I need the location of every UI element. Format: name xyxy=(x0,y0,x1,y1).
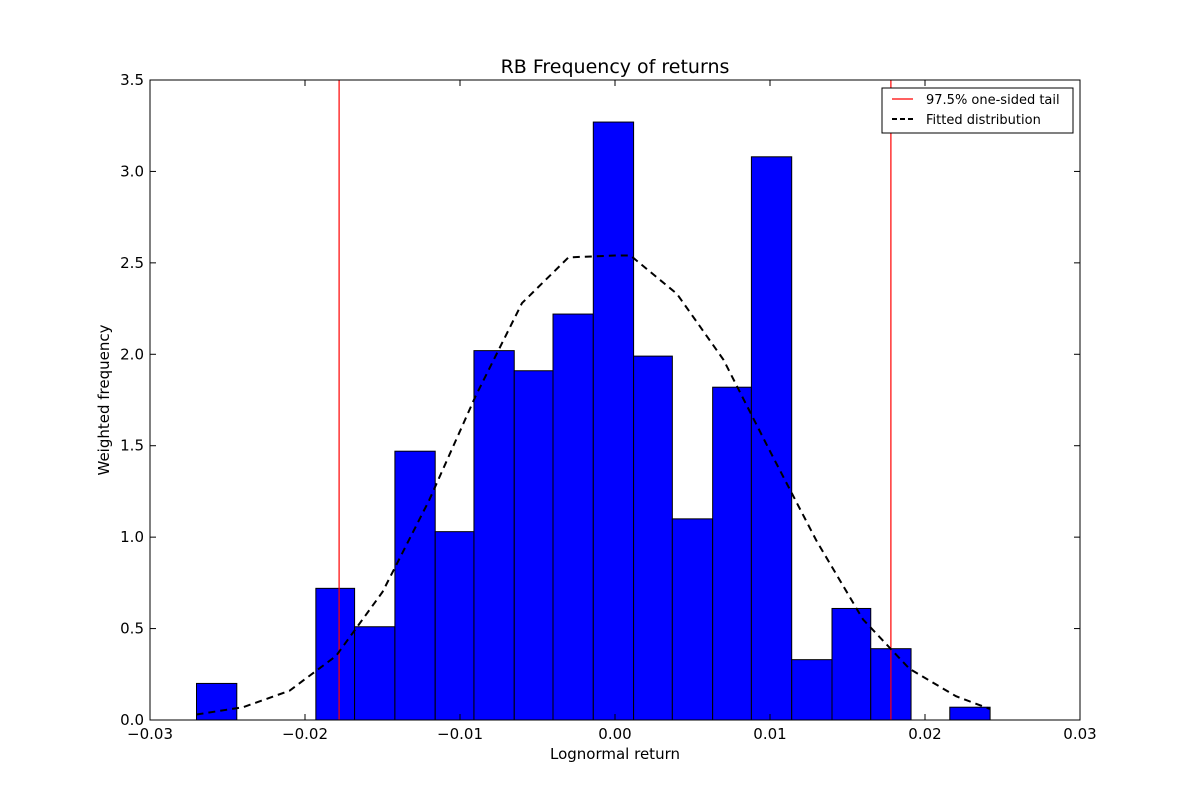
legend-box xyxy=(881,87,1074,134)
legend-tail-label: 97.5% one-sided tail xyxy=(926,93,1060,108)
histogram-bar xyxy=(394,450,436,721)
x-tick-label: −0.01 xyxy=(437,725,483,743)
histogram-bars xyxy=(196,121,991,721)
x-tick-label: 0.01 xyxy=(753,725,786,743)
histogram-bar xyxy=(712,386,752,721)
x-axis-label: Lognormal return xyxy=(550,745,680,763)
histogram-bar xyxy=(552,313,594,721)
y-axis-label: Weighted frequency xyxy=(95,324,113,475)
y-tick-label: 0.0 xyxy=(120,711,144,729)
y-tick-label: 1.0 xyxy=(120,528,144,546)
histogram-bar xyxy=(671,518,714,721)
x-tick-label: 0.00 xyxy=(598,725,631,743)
chart-title: RB Frequency of returns xyxy=(501,56,730,78)
y-tick-label: 1.5 xyxy=(120,437,144,455)
y-tick-label: 2.0 xyxy=(120,345,144,363)
x-tick-label: −0.03 xyxy=(127,725,173,743)
x-tick-label: −0.02 xyxy=(282,725,328,743)
y-axis-ticks: 0.0 0.5 1.0 1.5 2.0 2.5 3.0 3.5 xyxy=(120,71,1080,729)
histogram-bar xyxy=(434,531,475,721)
fitted-distribution-line xyxy=(196,254,991,716)
histogram-bar xyxy=(592,121,635,721)
histogram-bar xyxy=(513,370,554,721)
y-tick-label: 3.0 xyxy=(120,162,144,180)
y-tick-label: 0.5 xyxy=(120,620,144,638)
y-tick-label: 3.5 xyxy=(120,71,144,89)
histogram-bar xyxy=(750,156,793,721)
histogram-bar xyxy=(473,350,515,721)
x-tick-label: 0.03 xyxy=(1063,725,1096,743)
x-axis-ticks: −0.03 −0.02 −0.01 0.00 0.01 0.02 0.03 xyxy=(127,80,1097,743)
legend: 97.5% one-sided tail Fitted distribution xyxy=(881,87,1074,134)
histogram-bar xyxy=(315,587,356,721)
legend-fitted-label: Fitted distribution xyxy=(926,113,1041,128)
histogram-bar xyxy=(633,355,673,721)
histogram-bar xyxy=(791,659,833,721)
y-tick-label: 2.5 xyxy=(120,254,144,272)
tail-lines xyxy=(338,80,892,720)
histogram-bar xyxy=(831,607,872,721)
histogram-bar xyxy=(949,706,991,721)
x-tick-label: 0.02 xyxy=(908,725,941,743)
histogram-bar xyxy=(354,626,396,721)
